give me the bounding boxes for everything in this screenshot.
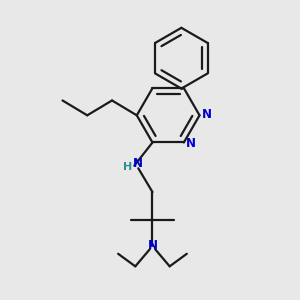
Text: N: N: [148, 239, 158, 252]
Text: N: N: [186, 137, 196, 150]
Text: N: N: [202, 108, 212, 121]
Text: H: H: [123, 162, 132, 172]
Text: N: N: [133, 158, 142, 170]
